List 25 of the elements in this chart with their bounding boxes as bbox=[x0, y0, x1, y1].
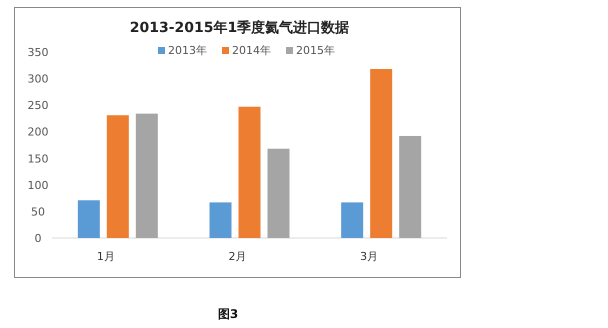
bar bbox=[238, 106, 260, 238]
bar bbox=[136, 114, 158, 238]
bar bbox=[268, 148, 290, 238]
y-tick-label: 100 bbox=[28, 178, 48, 192]
y-tick-label: 200 bbox=[28, 126, 48, 139]
y-tick-label: 250 bbox=[28, 99, 48, 112]
bar bbox=[370, 69, 392, 238]
y-tick-label: 50 bbox=[31, 205, 45, 218]
bar bbox=[399, 136, 422, 238]
chart-title: 2013-2015年1季度氦气进口数据 bbox=[130, 19, 350, 36]
x-tick-label: 1月 bbox=[96, 250, 115, 263]
legend-label: 2013年 bbox=[168, 44, 207, 57]
x-tick-label: 3月 bbox=[360, 250, 378, 263]
bar bbox=[106, 115, 129, 238]
bar bbox=[210, 202, 232, 238]
x-tick-label: 2月 bbox=[228, 250, 246, 263]
caption: 图3 bbox=[218, 307, 238, 321]
bar bbox=[78, 200, 100, 238]
y-tick-label: 350 bbox=[28, 46, 48, 59]
legend-label: 2015年 bbox=[296, 44, 335, 57]
y-tick-label: 150 bbox=[28, 152, 48, 166]
bar bbox=[341, 202, 364, 238]
y-tick-label: 300 bbox=[28, 72, 48, 86]
y-tick-label: 0 bbox=[34, 232, 42, 245]
legend-label: 2014年 bbox=[232, 44, 271, 57]
